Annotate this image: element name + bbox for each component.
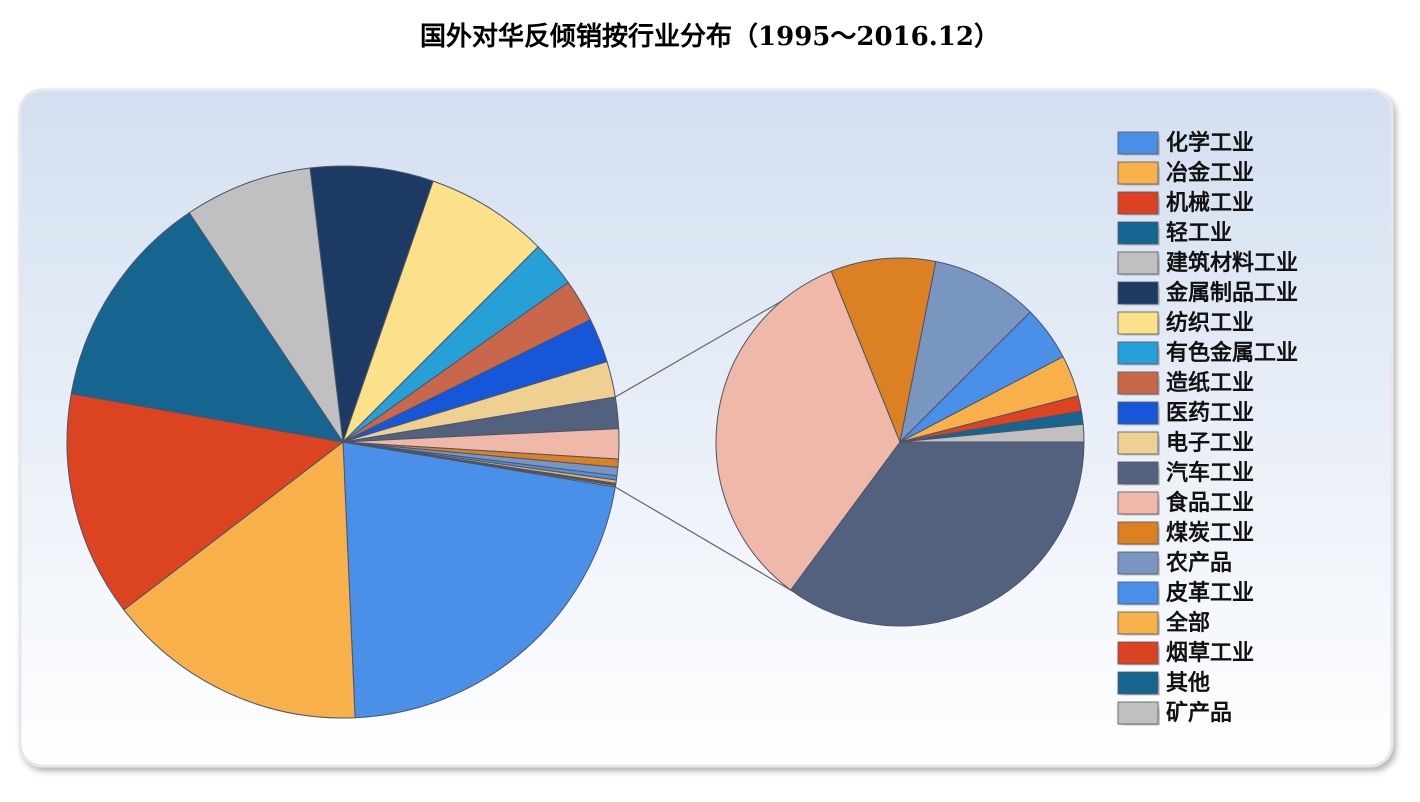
- legend-label: 金属制品工业: [1165, 280, 1298, 306]
- legend-label: 汽车工业: [1166, 460, 1254, 486]
- legend-swatch: [1117, 521, 1159, 545]
- subpie-slice: [789, 441, 1085, 627]
- pies: [66, 165, 1085, 719]
- legend-swatch: [1117, 551, 1159, 575]
- legend-swatch: [1117, 161, 1159, 185]
- legend-swatch: [1117, 491, 1159, 515]
- legend-label: 化学工业: [1166, 130, 1254, 156]
- legend-label: 医药工业: [1166, 400, 1254, 426]
- legend-swatch: [1117, 431, 1159, 455]
- pie-slice: [309, 165, 434, 443]
- legend-label: 煤炭工业: [1166, 520, 1254, 546]
- legend-swatch: [1117, 281, 1159, 305]
- legend-swatch: [1117, 581, 1159, 605]
- legend-label: 纺织工业: [1166, 310, 1254, 336]
- legend-swatch: [1117, 221, 1159, 245]
- pie-slice: [342, 441, 616, 719]
- legend-label: 矿产品: [1166, 700, 1232, 726]
- legend-swatch: [1117, 251, 1159, 275]
- legend-swatch: [1117, 461, 1159, 485]
- legend-swatch: [1117, 191, 1159, 215]
- legend-swatch: [1117, 311, 1159, 335]
- legend-swatch: [1117, 701, 1159, 725]
- connector: [615, 486, 793, 592]
- legend-label: 冶金工业: [1166, 160, 1254, 186]
- legend-swatch: [1117, 401, 1159, 425]
- legend-label: 机械工业: [1166, 190, 1254, 216]
- legend-label: 农产品: [1165, 550, 1232, 576]
- subpie-slice: [899, 423, 1085, 443]
- legend-swatch: [1117, 371, 1159, 395]
- legend-swatch: [1117, 671, 1159, 695]
- subpie-slice: [830, 257, 937, 444]
- legend-label: 建筑材料工业: [1166, 250, 1298, 276]
- pie-slice: [188, 167, 344, 443]
- legend-label: 电子工业: [1166, 430, 1254, 456]
- pie-slice: [342, 180, 539, 443]
- legend-label: 烟草工业: [1166, 640, 1254, 666]
- pie-slice: [123, 441, 356, 719]
- legend-label: 造纸工业: [1166, 370, 1254, 396]
- legend-label: 全部: [1165, 610, 1210, 636]
- pie-slice: [70, 212, 345, 443]
- legend-label: 轻工业: [1166, 220, 1232, 246]
- subpie-slice: [899, 260, 1032, 444]
- pie-slice: [342, 441, 617, 488]
- legend-swatch: [1117, 611, 1159, 635]
- legend-label: 其他: [1166, 670, 1210, 696]
- pie-slice: [66, 393, 345, 611]
- subpie-slice: [715, 270, 901, 591]
- legend-swatch: [1117, 641, 1159, 665]
- legend-label: 食品工业: [1166, 490, 1254, 516]
- legend: 化学工业冶金工业机械工业轻工业建筑材料工业金属制品工业纺织工业有色金属工业造纸工…: [1117, 130, 1298, 726]
- legend-swatch: [1117, 341, 1159, 365]
- legend-label: 皮革工业: [1166, 580, 1254, 606]
- legend-label: 有色金属工业: [1166, 340, 1298, 366]
- legend-swatch: [1117, 131, 1159, 155]
- chart-title: 国外对华反倾销按行业分布（1995～2016.12）: [420, 21, 1000, 52]
